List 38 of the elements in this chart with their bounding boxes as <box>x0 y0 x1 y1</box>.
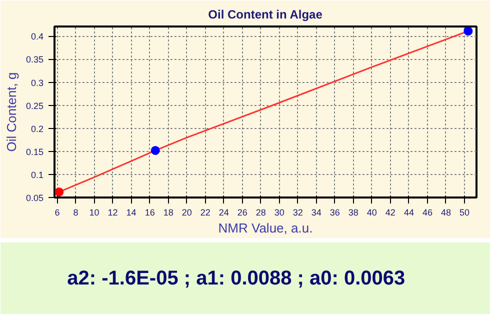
x-tick-label: 34 <box>311 208 322 218</box>
x-tick-label: 18 <box>163 208 174 218</box>
x-tick-label: 26 <box>237 208 248 218</box>
text: a2: -1.6E-05 ; a1: 0.0088 ; a0: 0.0063 <box>67 268 406 290</box>
x-tick-label: 8 <box>73 208 78 218</box>
x-tick-label: 44 <box>404 208 414 218</box>
x-tick-label: 20 <box>182 208 192 218</box>
x-tick-label: 24 <box>218 208 229 218</box>
x-tick-label: 38 <box>348 208 358 218</box>
x-tick-label: 14 <box>126 208 136 218</box>
x-tick-label: 28 <box>256 208 266 218</box>
point <box>54 187 64 196</box>
x-tick-label: 48 <box>440 208 451 218</box>
point <box>150 146 160 155</box>
x-tick-label: 40 <box>366 208 377 218</box>
point <box>464 26 473 36</box>
y-tick-label: 0.15 <box>26 146 44 157</box>
y-tick-label: 0.25 <box>26 100 44 111</box>
y-tick-label: 0.4 <box>30 32 44 42</box>
x-tick-label: 30 <box>274 208 284 218</box>
y-tick-label: 0.35 <box>26 54 44 65</box>
x-tick-label: 46 <box>422 208 432 218</box>
x-tick-label: 10 <box>89 208 100 218</box>
x-tick-label: 50 <box>459 208 470 218</box>
x-tick-label: 6 <box>54 208 60 218</box>
y-axis-title: Oil Content, g <box>4 72 19 152</box>
y-tick-label: 0.3 <box>30 78 44 88</box>
x-tick-label: 36 <box>330 208 340 218</box>
x-tick-label: 42 <box>385 208 396 218</box>
x-tick-label: 22 <box>200 208 210 218</box>
x-tick-label: 16 <box>144 208 155 218</box>
y-tick-label: 0.1 <box>30 170 44 180</box>
x-tick-label: 12 <box>108 208 118 218</box>
x-tick-label: 32 <box>292 208 303 218</box>
x-axis-title: NMR Value, a.u. <box>218 220 313 236</box>
y-tick-label: 0.05 <box>26 193 44 203</box>
y-tick-label: 0.2 <box>30 124 44 134</box>
chart-title: Oil Content in Algae <box>208 8 323 22</box>
